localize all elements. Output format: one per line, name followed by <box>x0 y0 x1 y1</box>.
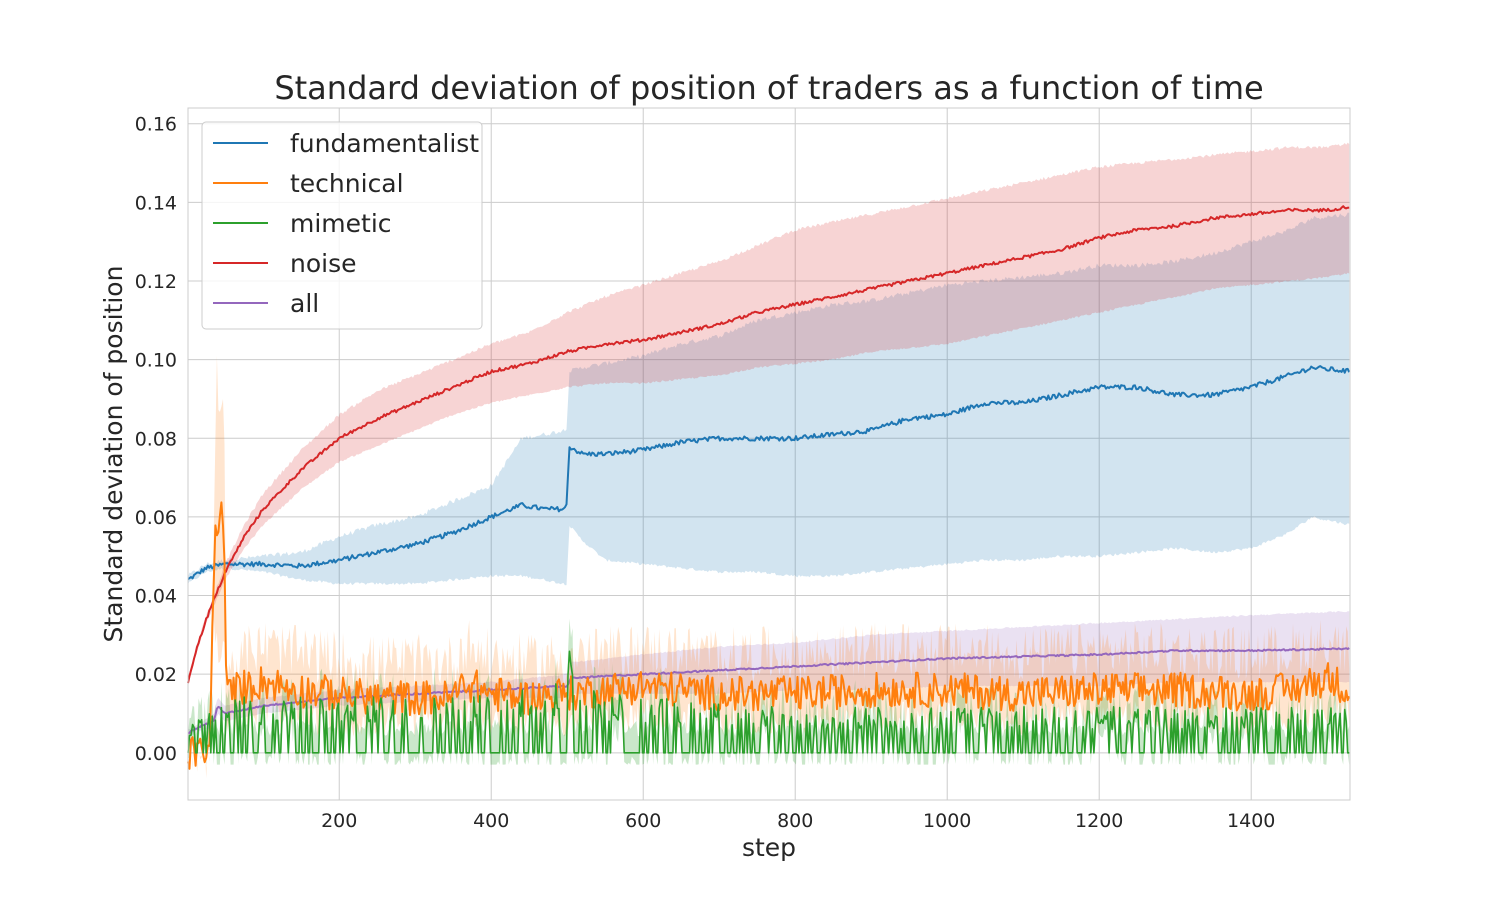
band-all <box>188 611 1350 737</box>
y-tick-label: 0.06 <box>135 507 177 529</box>
legend-label-mimetic: mimetic <box>290 209 392 238</box>
plot-frame <box>187 107 1351 801</box>
line-layer <box>187 205 1351 770</box>
x-tick-label: 1400 <box>1227 810 1275 832</box>
legend-label-fundamentalist: fundamentalist <box>290 129 479 158</box>
x-tick-label: 1000 <box>923 810 971 832</box>
y-tick-label: 0.16 <box>135 114 177 136</box>
x-tick-label: 200 <box>321 810 357 832</box>
legend-label-technical: technical <box>290 169 404 198</box>
y-tick-label: 0.02 <box>135 664 177 686</box>
x-tick-label: 1200 <box>1075 810 1123 832</box>
y-tick-label: 0.12 <box>135 271 177 293</box>
band-fundamentalist <box>188 212 1350 586</box>
x-tick-label: 800 <box>777 810 813 832</box>
legend: fundamentalist technical mimetic noise all <box>201 121 483 330</box>
y-axis-label: Standard deviation of position <box>99 266 128 643</box>
series-line-all <box>187 647 1350 735</box>
band-technical <box>188 355 1350 779</box>
series-line-fundamentalist <box>187 365 1351 580</box>
y-tick-label: 0.08 <box>135 428 177 450</box>
legend-box <box>201 121 483 330</box>
legend-label-all: all <box>290 289 319 318</box>
legend-label-noise: noise <box>290 249 357 278</box>
series-line-noise <box>187 205 1350 684</box>
chart-title: Standard deviation of position of trader… <box>274 69 1263 107</box>
legend-entries: fundamentalist technical mimetic noise all <box>213 129 479 318</box>
y-tick-label: 0.00 <box>135 743 177 765</box>
y-tick-label: 0.10 <box>135 350 177 372</box>
x-tick-label: 400 <box>473 810 509 832</box>
y-tick-labels: 0.00 0.02 0.04 0.06 0.08 0.10 0.12 0.14 0.16 <box>135 114 177 765</box>
x-axis-label: step <box>742 833 796 862</box>
y-tick-label: 0.04 <box>135 586 177 608</box>
y-tick-label: 0.14 <box>135 192 177 214</box>
x-tick-labels: 200 400 600 800 1000 1200 1400 <box>321 810 1275 832</box>
x-tick-label: 600 <box>625 810 661 832</box>
band-noise <box>188 142 1350 686</box>
series-line-mimetic <box>187 650 1350 754</box>
